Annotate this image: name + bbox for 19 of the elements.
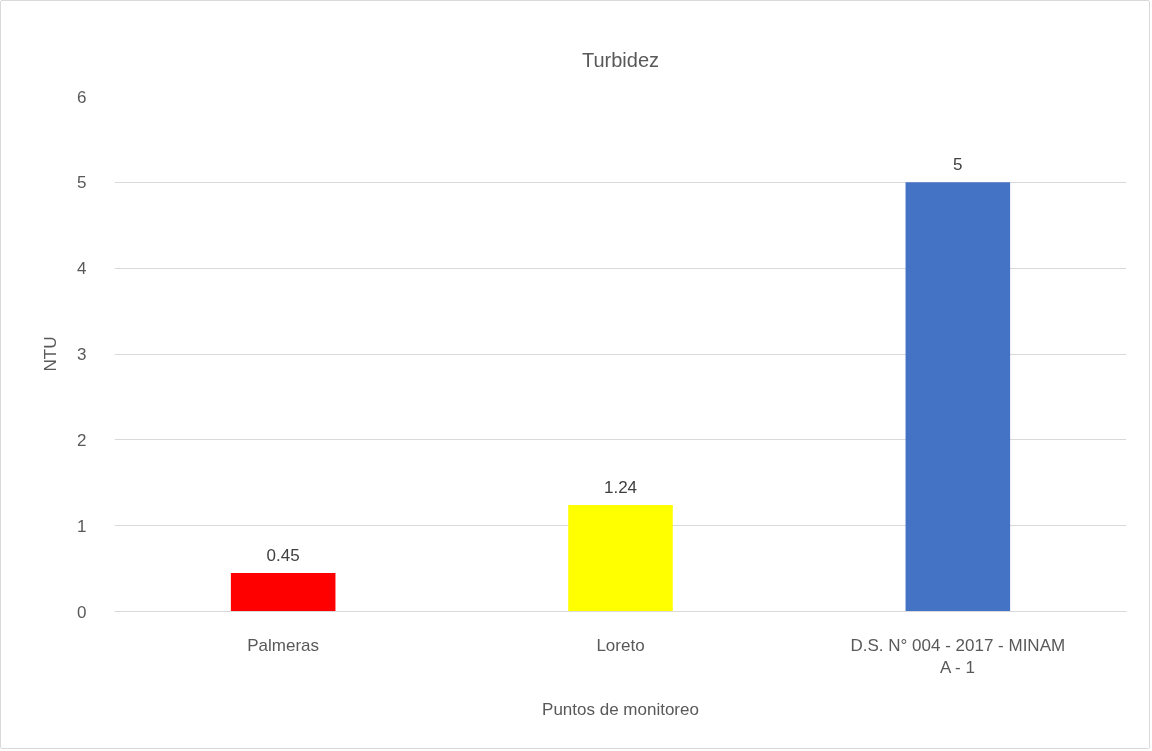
bar	[568, 505, 673, 612]
y-tick-label: 1	[77, 516, 87, 536]
y-tick-label: 2	[77, 430, 87, 450]
data-label: 5	[953, 155, 963, 175]
chart-title: Turbidez	[581, 48, 660, 71]
bar	[905, 182, 1011, 612]
y-tick-label: 3	[77, 345, 87, 364]
x-axis-title: Puntos de monitoreo	[542, 700, 699, 720]
y-axis-title: NTU	[41, 336, 61, 372]
data-label: 1.24	[603, 478, 638, 498]
y-tick-label: 5	[77, 173, 87, 193]
x-tick-label: D.S. N° 004 - 2017 - MINAM A - 1	[850, 635, 1066, 678]
data-label: 0.45	[266, 545, 300, 565]
y-tick-label: 6	[77, 87, 87, 107]
x-tick-label: Loreto	[596, 635, 645, 655]
y-tick-label: 4	[77, 259, 87, 279]
x-tick-label: Palmeras	[247, 635, 320, 655]
y-tick-label: 0	[77, 602, 87, 622]
bar	[230, 572, 336, 612]
